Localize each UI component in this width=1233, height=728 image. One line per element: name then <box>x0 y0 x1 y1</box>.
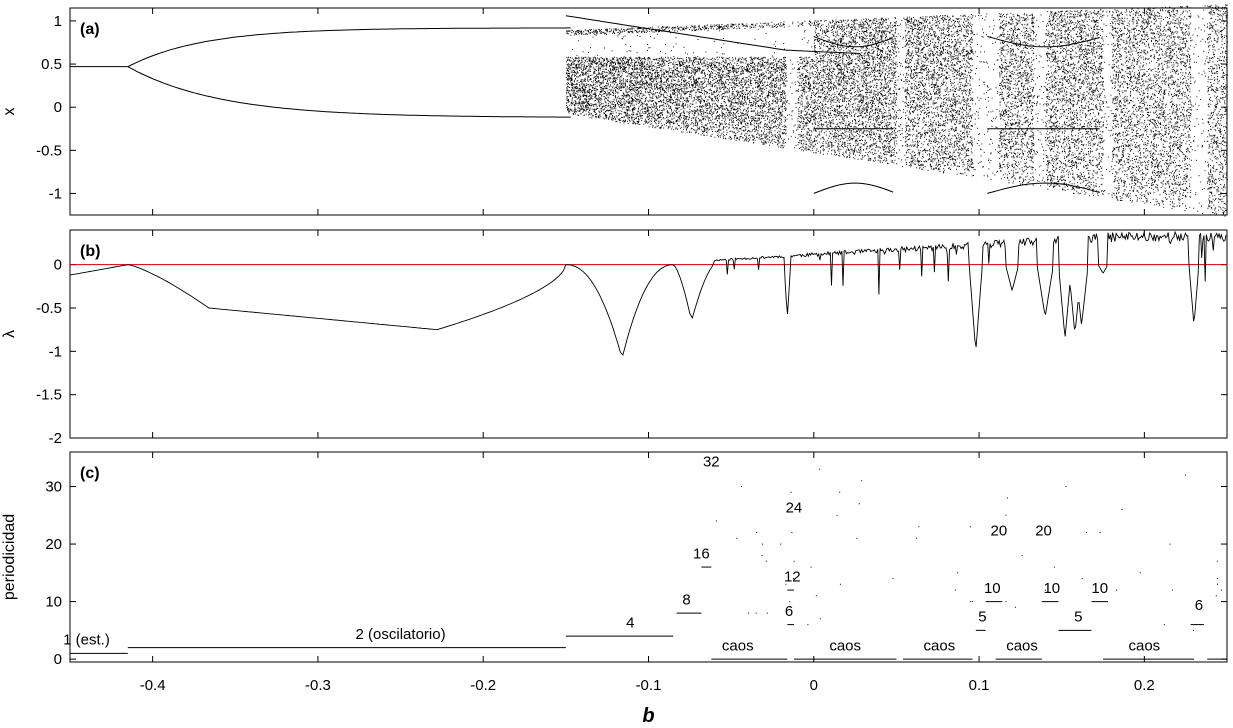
panel-b-ytick-label: -1 <box>49 343 62 360</box>
panel-a-window-branch-1-0 <box>813 36 894 48</box>
panel-a-ylabel: x <box>1 108 18 116</box>
panel-c-annotation: caos <box>1129 637 1161 654</box>
panel-c-ytick-label: 20 <box>45 536 62 553</box>
panel-b-lyapunov-series <box>69 230 1227 356</box>
panel-c-annotation: caos <box>829 637 861 654</box>
panel-c-xtick-label: -0.1 <box>636 677 662 694</box>
panel-c-annotation: 5 <box>978 609 986 626</box>
panel-b-ytick-label: -2 <box>49 430 62 447</box>
panel-c-xtick-label: 0.1 <box>969 677 990 694</box>
panel-c-annotation: 12 <box>784 568 801 585</box>
panel-c-scatter-points <box>715 468 1222 631</box>
panel-a-window-branch-1-2 <box>813 182 894 194</box>
panel-c-annotation: caos <box>1006 637 1038 654</box>
panel-b-ytick-label: -1.5 <box>36 387 62 404</box>
panel-a-ytick-label: 0 <box>54 99 62 116</box>
panel-a-ytick-label: -0.5 <box>36 142 62 159</box>
panel-c-annotation: 5 <box>1074 609 1082 626</box>
panel-a-branch-2 <box>127 66 571 118</box>
panel-c-annotation: 32 <box>703 453 720 470</box>
panel-c-annotation: 2 (oscilatorio) <box>356 626 446 643</box>
panel-c-xtick-label: 0.2 <box>1134 677 1155 694</box>
panel-c-ytick-label: 10 <box>45 594 62 611</box>
panel-c-ytick-label: 30 <box>45 479 62 496</box>
panel-c-xlabel: b <box>642 705 654 727</box>
panel-c-xtick-label: -0.2 <box>470 677 496 694</box>
panel-a-chaotic-points <box>565 4 1228 217</box>
panel-c-annotation: caos <box>722 637 754 654</box>
panel-a-window-branch-0-0 <box>987 36 1100 48</box>
panel-c-annotation: 16 <box>693 545 710 562</box>
panel-c-tag: (c) <box>80 465 100 482</box>
panel-c-annotation: 6 <box>1195 597 1203 614</box>
panel-c-annotation: 20 <box>991 522 1008 539</box>
panel-c-annotation: 8 <box>682 591 690 608</box>
panel-c-annotation: 10 <box>1091 580 1108 597</box>
panel-c-annotation: 1 (est.) <box>63 632 110 649</box>
panel-c-annotation: 10 <box>1043 580 1060 597</box>
panel-c-xtick-label: -0.4 <box>140 677 166 694</box>
panel-c-annotation: 4 <box>626 614 634 631</box>
panel-c-xtick-label: -0.3 <box>305 677 331 694</box>
panel-c-annotation: 24 <box>786 499 803 516</box>
panel-c-frame <box>69 451 1228 663</box>
panel-c-ytick-label: 0 <box>54 651 62 668</box>
panel-c-annotation: caos <box>924 637 956 654</box>
panel-c-periodicity: 0 10 20 30 -0.4 -0.3 -0.2 -0.1 0 0.1 0.2 (c) periodi… <box>1 451 1228 727</box>
panel-a-branch-1 <box>127 27 571 68</box>
panel-c-xtick-label: 0 <box>810 677 818 694</box>
panel-c-annotation: 10 <box>984 580 1001 597</box>
panel-b-lyapunov-exponent: 0 -0.5 -1 -1.5 -2 (b) λ <box>1 229 1228 447</box>
panel-a-ytick-label: 0.5 <box>41 56 62 73</box>
panel-b-frame <box>69 229 1228 439</box>
panel-c-annotation: 6 <box>785 603 793 620</box>
panel-c-ylabel: periodicidad <box>1 514 18 600</box>
panel-b-ylabel: λ <box>1 330 18 338</box>
panel-b-ytick-label: -0.5 <box>36 300 62 317</box>
panel-b-ytick-label: 0 <box>54 257 62 274</box>
panel-b-tag: (b) <box>80 243 100 260</box>
panel-c-annotation: 20 <box>1035 522 1052 539</box>
panel-a-bifurcation-diagram: 1 0.5 0 -0.5 -1 (a) x <box>1 4 1228 217</box>
panel-a-ytick-label: -1 <box>49 185 62 202</box>
panel-a-ytick-label: 1 <box>54 13 62 30</box>
panel-a-inner-branch <box>565 15 861 54</box>
panel-a-tag: (a) <box>80 21 100 38</box>
